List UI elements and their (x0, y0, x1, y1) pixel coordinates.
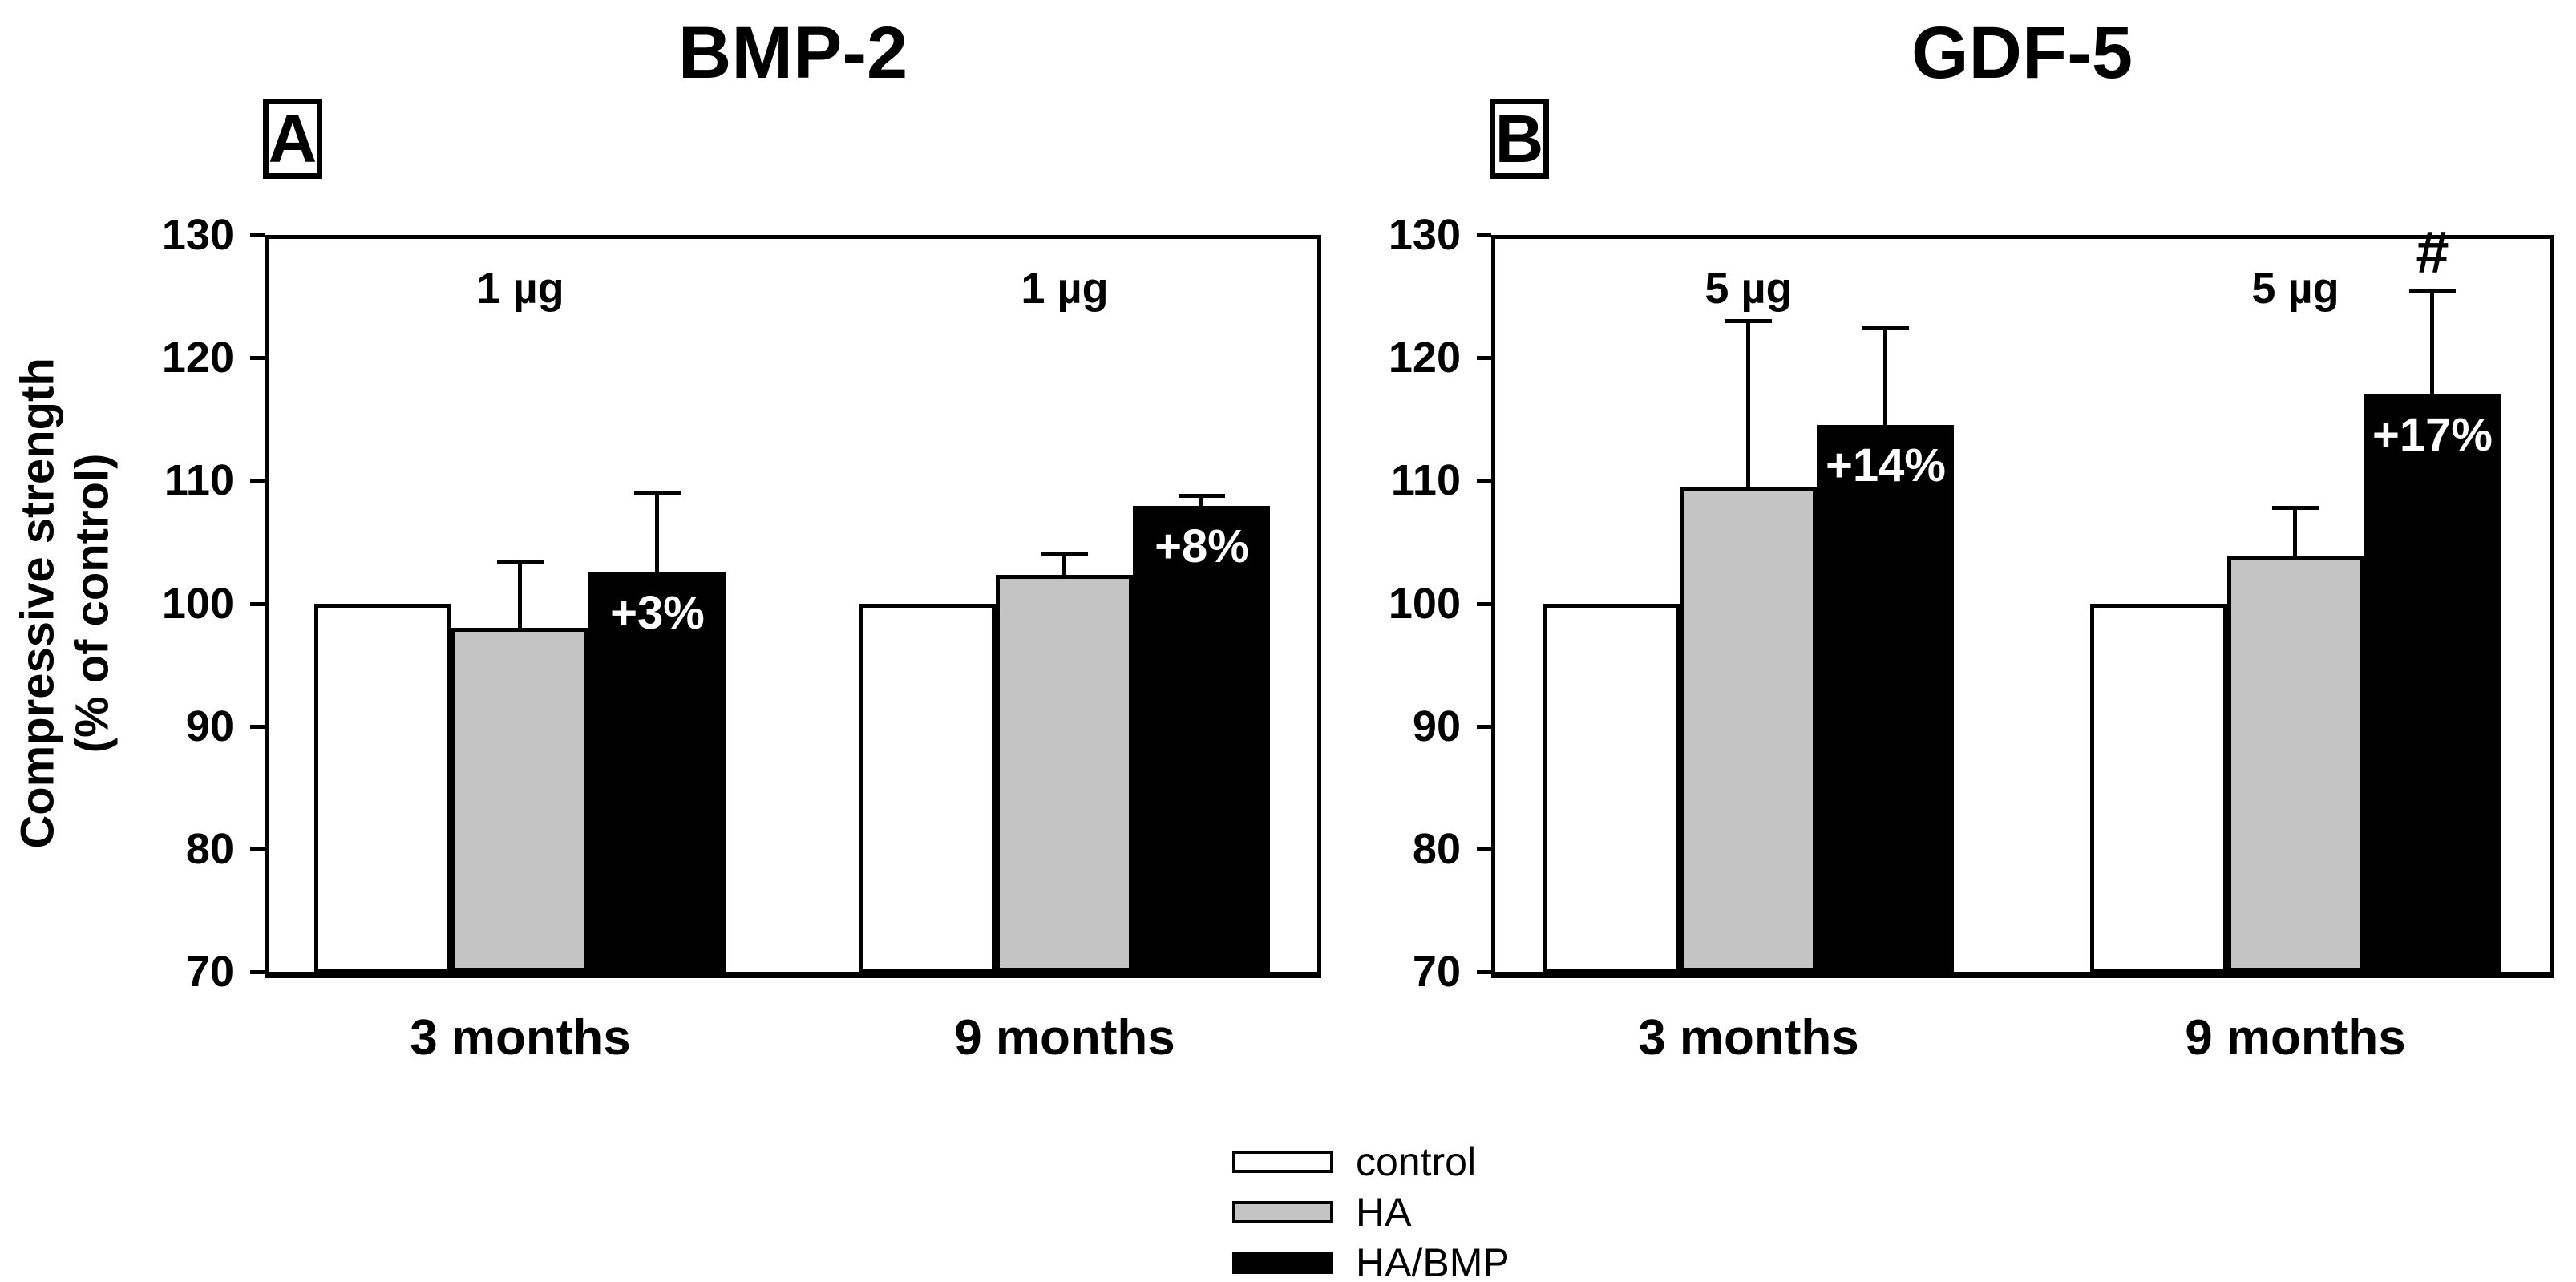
dose-label: 5 µg (2251, 265, 2339, 313)
bar-ha (451, 628, 588, 972)
bar-ha (2227, 556, 2364, 972)
y-tick-label: 110 (1390, 456, 1461, 504)
error-bar-line (2430, 290, 2434, 394)
y-tick-label: 130 (161, 211, 234, 259)
y-tick-label: 110 (164, 456, 234, 504)
x-category-label: 9 months (2185, 1010, 2406, 1066)
significance-marker: # (2416, 219, 2449, 285)
bar-control (314, 604, 451, 973)
y-tick-label: 120 (161, 334, 234, 382)
x-category-label: 3 months (1638, 1010, 1859, 1066)
bar-percent-label: +17% (2372, 409, 2493, 461)
dose-label: 1 µg (1021, 265, 1109, 313)
x-category-label: 9 months (954, 1010, 1175, 1066)
error-bar-line (1062, 553, 1066, 576)
bar-ha-bmp (2364, 394, 2501, 972)
dose-label: 5 µg (1705, 265, 1793, 313)
y-tick (1477, 479, 1491, 483)
y-tick-label: 90 (185, 702, 234, 750)
error-bar-line (1883, 327, 1887, 426)
error-bar-line (655, 493, 659, 573)
panel-letter-a: A (263, 99, 322, 179)
y-tick (1477, 847, 1491, 851)
error-bar-cap (497, 560, 544, 564)
error-bar-cap (1862, 326, 1909, 330)
bar-control (1543, 604, 1680, 973)
error-bar-line (1199, 495, 1203, 507)
error-bar-cap (2272, 506, 2319, 510)
y-tick-label: 90 (1412, 702, 1461, 750)
y-tick-label: 70 (1412, 948, 1461, 996)
error-bar-line (2293, 508, 2297, 556)
panel-letter-b: B (1490, 99, 1549, 179)
y-axis-label-line1: Compressive strength (11, 358, 64, 849)
legend-swatch-ha (1232, 1201, 1333, 1223)
error-bar-cap (1179, 494, 1225, 498)
y-tick-label: 120 (1388, 334, 1461, 382)
error-bar-line (1746, 321, 1750, 487)
error-bar-line (518, 561, 522, 628)
error-bar-cap (1041, 552, 1088, 556)
bar-ha-bmp (1133, 506, 1270, 972)
plot-area-a (265, 235, 1321, 978)
y-tick (250, 725, 265, 729)
error-bar-cap (1725, 319, 1772, 323)
y-tick-label: 70 (185, 948, 234, 996)
y-tick-label: 80 (185, 825, 234, 873)
legend-label-ha: HA (1356, 1190, 1412, 1235)
error-bar-cap (634, 491, 681, 495)
y-tick (1477, 233, 1491, 237)
y-tick (250, 847, 265, 851)
bar-ha (1680, 487, 1817, 972)
bar-ha-bmp (1817, 425, 1954, 972)
plot-area-b (1491, 235, 2554, 978)
y-tick-label: 100 (1388, 580, 1461, 628)
legend-item-ha-bmp: HA/BMP (1232, 1243, 1510, 1282)
legend-label-ha-bmp: HA/BMP (1356, 1240, 1510, 1282)
bar-percent-label: +8% (1155, 520, 1249, 572)
dose-label: 1 µg (476, 265, 564, 313)
y-tick (1477, 970, 1491, 974)
y-tick-label: 100 (161, 580, 234, 628)
bar-percent-label: +3% (610, 587, 705, 639)
y-tick (250, 602, 265, 606)
legend-label-control: control (1356, 1139, 1477, 1184)
bar-control (859, 604, 996, 973)
panel-b-title: GDF-5 (1911, 12, 2133, 94)
legend-swatch-control (1232, 1151, 1333, 1173)
legend-item-control: control (1232, 1142, 1476, 1182)
y-tick (250, 970, 265, 974)
error-bar-cap (2409, 289, 2456, 293)
legend-swatch-ha-bmp (1232, 1252, 1333, 1274)
bar-control (2090, 604, 2227, 973)
y-tick (1477, 356, 1491, 360)
bar-ha-bmp (588, 572, 726, 972)
y-tick-label: 80 (1412, 825, 1461, 873)
x-category-label: 3 months (410, 1010, 631, 1066)
legend-item-ha: HA (1232, 1192, 1411, 1232)
y-tick (250, 233, 265, 237)
panel-a-title: BMP-2 (677, 12, 908, 94)
y-tick (1477, 725, 1491, 729)
y-tick-label: 130 (1388, 211, 1461, 259)
bar-percent-label: +14% (1826, 439, 1946, 491)
bar-ha (996, 575, 1133, 972)
y-tick (250, 356, 265, 360)
y-tick (1477, 602, 1491, 606)
y-tick (250, 479, 265, 483)
